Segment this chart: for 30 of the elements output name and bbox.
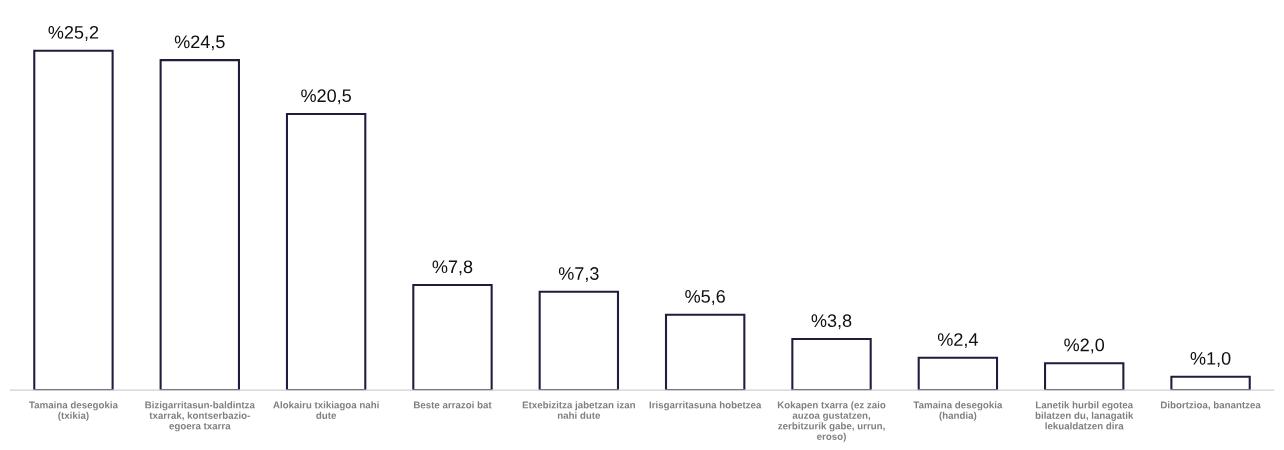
data-label: %20,5 [301,89,351,105]
bar [664,313,746,391]
bar [538,290,620,391]
data-label: %7,8 [432,260,473,276]
x-tick-label: Kokapen txarra (ez zaio auzoa gustatzen, zerbitzurik gabe, urrun, eroso) [777,401,886,442]
bar [791,337,872,391]
x-tick-label: Lanetik hurbil egotea bilatzen du, lanagatik lekualdatzen dira [1035,401,1134,430]
bar [1170,375,1251,391]
data-label: %3,8 [811,314,852,330]
bar [412,284,493,391]
data-label: %7,3 [558,267,599,283]
data-label: %5,6 [685,290,725,305]
x-tick-label: Beste arrazoi bat [413,401,492,409]
data-label: %24,5 [174,35,225,51]
x-tick-label: Tamaina desegokia (txikia) [29,401,118,421]
data-label: %2,0 [1064,338,1105,354]
bar [285,112,367,391]
bar [159,59,240,391]
x-tick-label: Irisgarritasuna hobetzea [649,401,762,411]
bar [917,356,999,391]
bar [1044,362,1125,391]
x-tick-label: Etxebizitza jabetzan izan nahi dute [522,401,635,419]
x-tick-label: Alokairu txikiagoa nahi dute [273,401,379,419]
data-label: %2,4 [937,333,978,349]
bar [33,49,114,391]
x-tick-label: Bizigarritasun-baldintza txarrak, kontserbazio- egoera txarra [145,401,255,432]
data-label: %25,2 [48,25,99,41]
data-label: %1,0 [1190,351,1231,367]
x-tick-label: Dibortzioa, banantzea [1160,401,1261,410]
x-tick-label: Tamaina desegokia (handia) [913,401,1003,421]
